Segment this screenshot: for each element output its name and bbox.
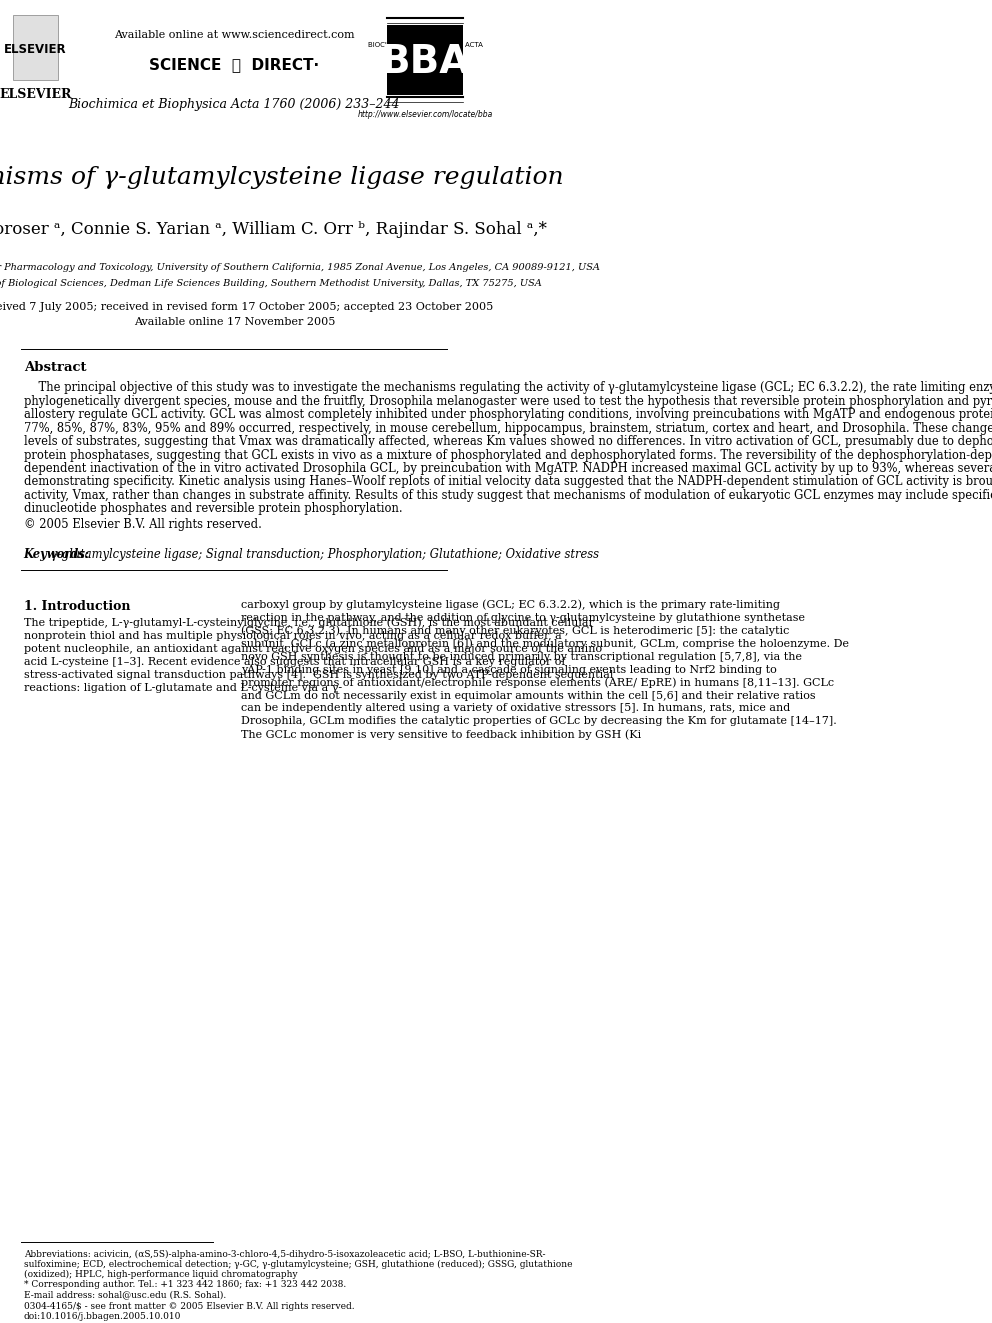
Text: Biochimica et Biophysica Acta 1760 (2006) 233–244: Biochimica et Biophysica Acta 1760 (2006… <box>68 98 400 111</box>
Text: demonstrating specificity. Kinetic analysis using Hanes–Woolf replots of initial: demonstrating specificity. Kinetic analy… <box>24 475 992 488</box>
Text: Available online at www.sciencedirect.com: Available online at www.sciencedirect.co… <box>114 30 354 40</box>
Text: potent nucleophile, an antioxidant against reactive oxygen species and as a majo: potent nucleophile, an antioxidant again… <box>24 643 602 654</box>
Text: protein phosphatases, suggesting that GCL exists in vivo as a mixture of phospho: protein phosphatases, suggesting that GC… <box>24 448 992 462</box>
Text: acid L-cysteine [1–3]. Recent evidence also suggests that intracellular GSH is a: acid L-cysteine [1–3]. Recent evidence a… <box>24 656 565 667</box>
Text: ELSEVIER: ELSEVIER <box>0 89 71 102</box>
Text: BBA: BBA <box>380 42 470 81</box>
Text: phylogenetically divergent species, mouse and the fruitfly, Drosophila melanogas: phylogenetically divergent species, mous… <box>24 394 992 407</box>
Text: 0304-4165/$ - see front matter © 2005 Elsevier B.V. All rights reserved.: 0304-4165/$ - see front matter © 2005 El… <box>24 1302 354 1311</box>
Text: Received 7 July 2005; received in revised form 17 October 2005; accepted 23 Octo: Received 7 July 2005; received in revise… <box>0 303 493 312</box>
Text: Available online 17 November 2005: Available online 17 November 2005 <box>134 318 335 327</box>
Text: Drosophila, GCLm modifies the catalytic properties of GCLc by decreasing the Km : Drosophila, GCLm modifies the catalytic … <box>241 717 836 726</box>
Text: (GSS; EC 6.3.2.3). In humans and many other eukaryotes, GCL is heterodimeric [5]: (GSS; EC 6.3.2.3). In humans and many ot… <box>241 626 790 636</box>
Text: The tripeptide, L-γ-glutamyl-L-cysteinylglycine, i.e., glutathione (GSH), is the: The tripeptide, L-γ-glutamyl-L-cysteinyl… <box>24 618 593 628</box>
Text: and GCLm do not necessarily exist in equimolar amounts within the cell [5,6] and: and GCLm do not necessarily exist in equ… <box>241 691 815 700</box>
Text: subunit, GCLc (a zinc metalloprotein [6]) and the modulatory subunit, GCLm, comp: subunit, GCLc (a zinc metalloprotein [6]… <box>241 639 849 650</box>
Text: Keywords:: Keywords: <box>24 548 89 561</box>
Text: E-mail address: sohal@usc.edu (R.S. Sohal).: E-mail address: sohal@usc.edu (R.S. Soha… <box>24 1290 226 1299</box>
Text: doi:10.1016/j.bbagen.2005.10.010: doi:10.1016/j.bbagen.2005.10.010 <box>24 1312 181 1322</box>
Text: 77%, 85%, 87%, 83%, 95% and 89% occurred, respectively, in mouse cerebellum, hip: 77%, 85%, 87%, 83%, 95% and 89% occurred… <box>24 422 992 434</box>
Text: nonprotein thiol and has multiple physiological roles in vivo, acting as a cellu: nonprotein thiol and has multiple physio… <box>24 631 561 640</box>
Text: ᵇ Department of Biological Sciences, Dedman Life Sciences Building, Southern Met: ᵇ Department of Biological Sciences, Ded… <box>0 279 543 288</box>
Text: The GCLc monomer is very sensitive to feedback inhibition by GSH (Ki: The GCLc monomer is very sensitive to fe… <box>241 729 641 740</box>
Text: © 2005 Elsevier B.V. All rights reserved.: © 2005 Elsevier B.V. All rights reserved… <box>24 517 262 531</box>
Text: promoter regions of antioxidant/electrophile response elements (ARE/ EpRE) in hu: promoter regions of antioxidant/electrop… <box>241 677 834 688</box>
Text: The principal objective of this study was to investigate the mechanisms regulati: The principal objective of this study wa… <box>24 381 992 394</box>
Text: http://www.elsevier.com/locate/bba: http://www.elsevier.com/locate/bba <box>357 110 493 119</box>
Text: can be independently altered using a variety of oxidative stressors [5]. In huma: can be independently altered using a var… <box>241 704 791 713</box>
Text: (oxidized); HPLC, high-performance liquid chromatography: (oxidized); HPLC, high-performance liqui… <box>24 1270 298 1279</box>
Text: γ-glutamylcysteine ligase; Signal transduction; Phosphorylation; Glutathione; Ox: γ-glutamylcysteine ligase; Signal transd… <box>51 548 599 561</box>
Text: ᵃ Department of Molecular Pharmacology and Toxicology, University of Southern Ca: ᵃ Department of Molecular Pharmacology a… <box>0 263 600 273</box>
Text: levels of substrates, suggesting that Vmax was dramatically affected, whereas Km: levels of substrates, suggesting that Vm… <box>24 435 992 448</box>
Text: sulfoximine; ECD, electrochemical detection; γ-GC, γ-glutamylcysteine; GSH, glut: sulfoximine; ECD, electrochemical detect… <box>24 1261 572 1269</box>
Text: SCIENCE  ⓓ  DIRECT·: SCIENCE ⓓ DIRECT· <box>149 57 319 73</box>
Text: allostery regulate GCL activity. GCL was almost completely inhibited under phosp: allostery regulate GCL activity. GCL was… <box>24 407 992 421</box>
Text: dependent inactivation of the in vitro activated Drosophila GCL, by preincubatio: dependent inactivation of the in vitro a… <box>24 462 992 475</box>
Text: activity, Vmax, rather than changes in substrate affinity. Results of this study: activity, Vmax, rather than changes in s… <box>24 490 992 501</box>
Text: Abbreviations: acivicin, (αS,5S)-alpha-amino-3-chloro-4,5-dihydro-5-isoxazoleace: Abbreviations: acivicin, (αS,5S)-alpha-a… <box>24 1250 546 1259</box>
Text: Abstract: Abstract <box>24 361 86 373</box>
Text: ELSEVIER: ELSEVIER <box>4 44 66 57</box>
Text: reaction in the pathway, and the addition of glycine to γ-glutamylcysteine by gl: reaction in the pathway, and the additio… <box>241 613 805 623</box>
Text: * Corresponding author. Tel.: +1 323 442 1860; fax: +1 323 442 2038.: * Corresponding author. Tel.: +1 323 442… <box>24 1281 346 1289</box>
Text: BIOCHIMICA et BIOPHYSICA ACTA: BIOCHIMICA et BIOPHYSICA ACTA <box>368 42 482 48</box>
Text: stress-activated signal transduction pathways [4].  GSH is synthesized by two AT: stress-activated signal transduction pat… <box>24 669 613 680</box>
Text: Dikran Toroser ᵃ, Connie S. Yarian ᵃ, William C. Orr ᵇ, Rajindar S. Sohal ᵃ,*: Dikran Toroser ᵃ, Connie S. Yarian ᵃ, Wi… <box>0 221 547 238</box>
Bar <box>387 25 463 95</box>
Text: carboxyl group by glutamylcysteine ligase (GCL; EC 6.3.2.2), which is the primar: carboxyl group by glutamylcysteine ligas… <box>241 599 780 610</box>
Text: novo GSH synthesis is thought to be induced primarily by transcriptional regulat: novo GSH synthesis is thought to be indu… <box>241 652 802 662</box>
Text: reactions: ligation of L-glutamate and L-cysteine via a γ-: reactions: ligation of L-glutamate and L… <box>24 683 341 692</box>
Text: Mechanisms of γ-glutamylcysteine ligase regulation: Mechanisms of γ-glutamylcysteine ligase … <box>0 167 564 189</box>
Text: 1. Introduction: 1. Introduction <box>24 599 130 613</box>
Text: yAP-1 binding sites in yeast [9,10] and a cascade of signaling events leading to: yAP-1 binding sites in yeast [9,10] and … <box>241 664 777 675</box>
Text: dinucleotide phosphates and reversible protein phosphorylation.: dinucleotide phosphates and reversible p… <box>24 503 402 516</box>
Bar <box>13 15 59 79</box>
